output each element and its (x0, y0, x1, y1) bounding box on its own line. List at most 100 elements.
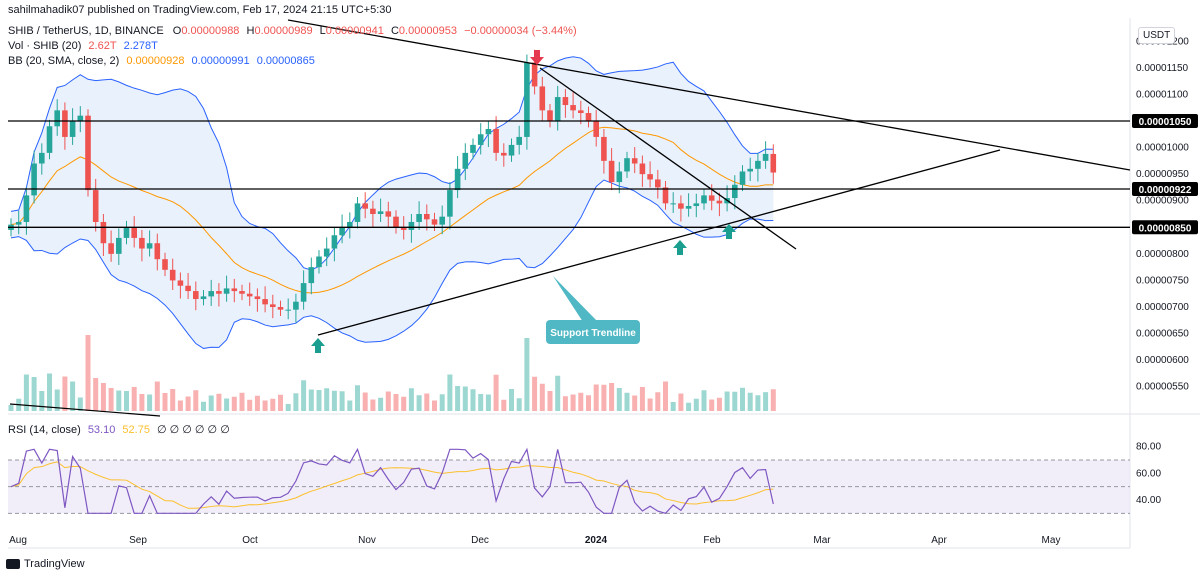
level-price-label: 0.00000850 (1139, 223, 1192, 234)
volume-bar (278, 394, 283, 411)
volume-bar (124, 391, 129, 411)
candle-body (447, 190, 453, 217)
volume-bar (401, 396, 407, 411)
candle-body (77, 115, 84, 121)
candle-body (601, 136, 607, 161)
volume-bar (670, 402, 676, 411)
volume-bar (162, 393, 168, 411)
candle-body (678, 203, 684, 209)
volume-bar (239, 392, 245, 411)
candle-body (508, 144, 515, 156)
candle-body (231, 288, 238, 292)
ohlc-close: 0.00000953 (398, 25, 458, 37)
volume-bar (462, 386, 468, 411)
ohlc-high-label: H (246, 25, 255, 37)
volume-bar (154, 381, 160, 411)
candle-body (200, 296, 207, 300)
candle-body (539, 86, 546, 111)
candle-body (662, 187, 669, 204)
level-price-label: 0.00000922 (1139, 185, 1192, 196)
volume-bar (408, 388, 414, 411)
candle-body (277, 307, 284, 310)
candle-body (370, 208, 376, 214)
ohlc-low-label: L (319, 25, 326, 37)
bollinger-lower-line (10, 179, 774, 349)
volume-bar (370, 399, 376, 411)
annotation-box (546, 320, 640, 344)
candle-body (593, 120, 599, 137)
published-by: sahilmahadik07 published on TradingView.… (8, 4, 392, 16)
rsi-tick-label: 40.00 (1136, 495, 1161, 506)
candle-body (169, 269, 176, 281)
x-tick-label: Sep (129, 535, 147, 546)
volume-bar (224, 398, 230, 411)
volume-bar (378, 397, 384, 411)
volume-ma-value: 2.278T (123, 40, 158, 52)
candle-body (616, 171, 623, 183)
volume-bar (701, 390, 707, 411)
candle-body (223, 288, 230, 294)
volume-bar (147, 394, 153, 411)
candle-body (408, 221, 415, 230)
candle-body (701, 195, 707, 204)
bb-lower-value: 0.00000865 (256, 55, 315, 67)
rsi-legend[interactable]: RSI (14, close) 53.10 52.75 ∅ ∅ ∅ ∅ ∅ ∅ (8, 423, 230, 436)
candle-body (570, 105, 576, 111)
candle-body (239, 291, 245, 294)
candle-body (578, 110, 584, 114)
volume-bar (193, 390, 199, 411)
x-tick-label: Feb (703, 535, 721, 546)
candle-body (85, 115, 91, 191)
y-tick-label: 0.00000750 (1136, 275, 1189, 286)
volume-bar (385, 391, 391, 411)
volume-bar (177, 400, 183, 411)
candle-body (154, 243, 161, 260)
volume-bar (763, 392, 769, 411)
volume-bar (339, 391, 345, 411)
y-tick-label: 0.00000900 (1136, 196, 1189, 207)
currency-badge[interactable]: USDT (1138, 27, 1176, 44)
bollinger-upper-line (10, 56, 774, 271)
volume-bar (639, 387, 645, 411)
volume-bar (331, 390, 337, 411)
y-tick-label: 0.00000700 (1136, 302, 1189, 313)
candle-body (116, 237, 122, 254)
candle-body (485, 128, 492, 135)
volume-bar (632, 395, 638, 411)
short-downtrend-line (539, 67, 797, 250)
x-tick-label: Oct (242, 535, 258, 546)
level-price-label: 0.00001050 (1139, 117, 1192, 128)
bb-legend[interactable]: BB (20, SMA, close, 2) 0.00000928 0.0000… (8, 55, 319, 67)
volume-bar (131, 387, 137, 411)
volume-bar (201, 401, 206, 411)
ohlc-open: 0.00000988 (181, 25, 240, 37)
bb-label: BB (20, SMA, close, 2) (8, 55, 120, 67)
volume-bar (732, 391, 738, 411)
volume-bar (616, 388, 622, 411)
candle-body (670, 203, 676, 205)
volume-bar (254, 395, 260, 411)
x-tick-label: 2024 (585, 535, 608, 546)
volume-bar (455, 386, 461, 411)
candle-body (693, 203, 700, 207)
candle-body (15, 221, 22, 225)
volume-bar (493, 374, 499, 411)
candle-body (516, 136, 522, 145)
volume-bar (485, 394, 491, 411)
candle-body (339, 227, 345, 236)
volume-bar (31, 377, 37, 411)
symbol-label[interactable]: SHIB / TetherUS, 1D, BINANCE (8, 25, 164, 37)
candle-body (732, 184, 738, 199)
volume-bar (100, 383, 106, 411)
candle-body (193, 291, 199, 300)
candle-body (708, 195, 715, 201)
candle-body (246, 293, 253, 297)
volume-bar (54, 389, 60, 411)
volume-bar (693, 398, 699, 411)
volume-bar (647, 398, 653, 411)
rsi-value: 53.10 (87, 424, 116, 436)
volume-bar (8, 405, 14, 411)
volume-legend[interactable]: Vol · SHIB (20) 2.62T 2.278T (8, 40, 162, 52)
volume-bar (624, 392, 630, 411)
